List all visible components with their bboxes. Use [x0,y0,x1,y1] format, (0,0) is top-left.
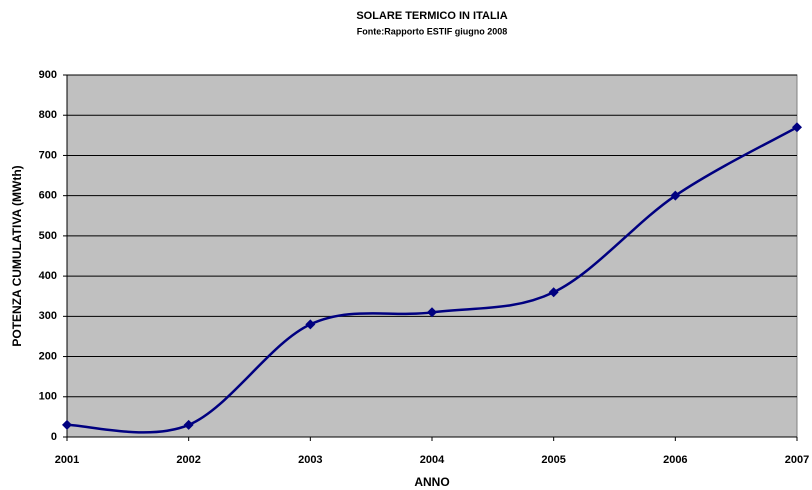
y-tick-label: 500 [39,230,57,242]
y-tick-label: 200 [39,350,57,362]
y-axis-label: POTENZA CUMULATIVA (MWth) [10,165,24,346]
point-marker [670,190,681,201]
y-tick-label: 600 [39,190,57,202]
chart-title: SOLARE TERMICO IN ITALIA [356,10,507,22]
point-marker [792,122,802,133]
y-tick-label: 400 [39,270,57,282]
plot-area [66,74,798,438]
y-tick-label: 700 [39,149,57,161]
y-tick-label: 800 [39,109,57,121]
chart-subtitle: Fonte:Rapporto ESTIF giugno 2008 [357,26,508,36]
x-tick-label: 2006 [663,454,687,466]
x-tick-label: 2005 [541,454,565,466]
point-marker [548,287,559,298]
x-tick-label: 2004 [420,454,445,466]
point-marker [427,307,437,318]
y-tick-label: 0 [51,431,57,443]
x-axis-label: ANNO [414,475,449,489]
x-tick-label: 2002 [176,454,200,466]
x-tick-label: 2007 [785,454,809,466]
point-marker [183,419,194,430]
x-tick-label: 2001 [55,454,79,466]
y-tick-label: 300 [39,310,57,322]
y-tick-label: 900 [39,69,57,81]
point-marker [305,319,316,330]
y-tick-label: 100 [39,391,57,403]
point-marker [62,419,72,430]
x-tick-label: 2003 [298,454,322,466]
